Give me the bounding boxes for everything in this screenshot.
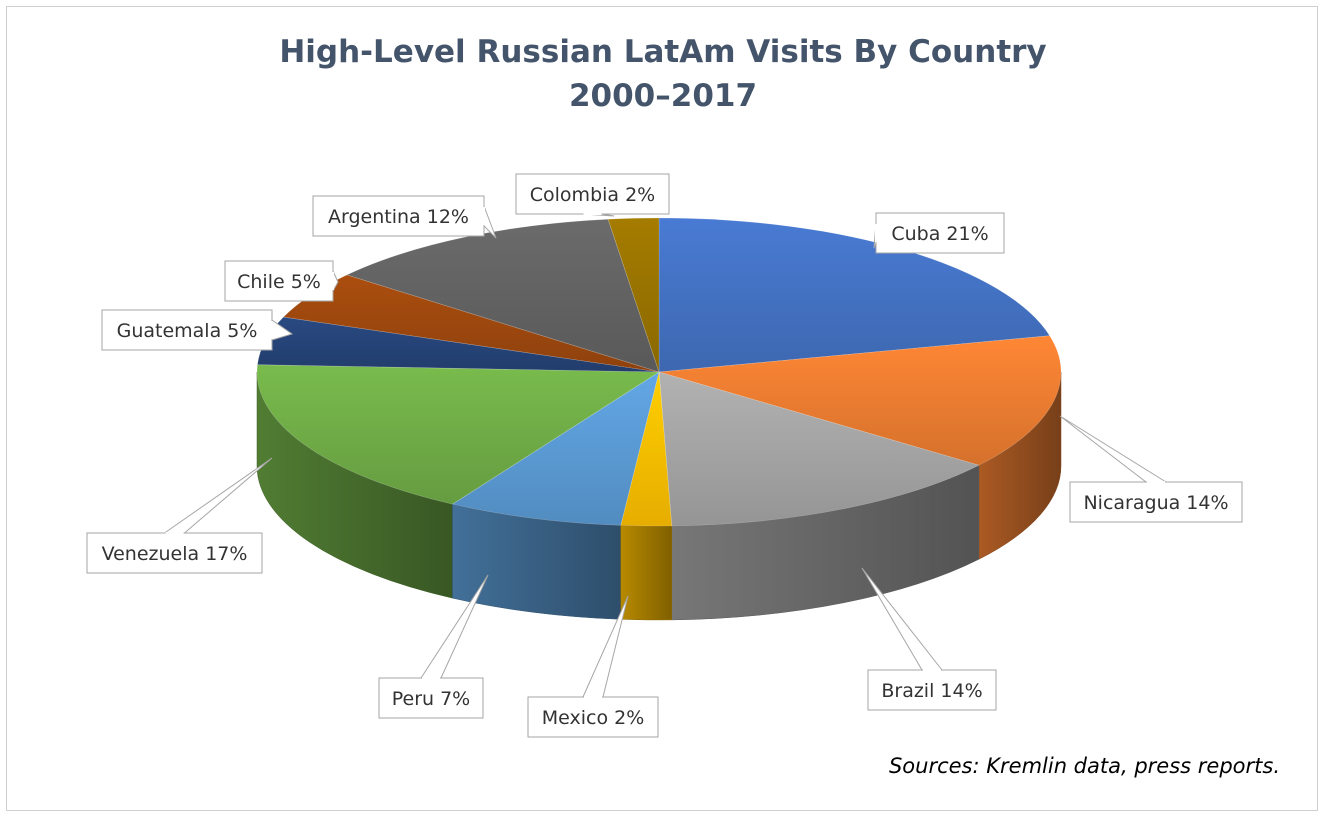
data-label-box [1069, 481, 1243, 523]
data-label-box [875, 212, 1005, 254]
data-label-guatemala: Guatemala 5% [117, 320, 258, 342]
data-label-chile: Chile 5% [237, 271, 321, 293]
pie-slice-mexico [620, 371, 673, 527]
data-label-mexico: Mexico 2% [542, 707, 645, 729]
data-label-box [86, 532, 263, 574]
callout-pointer [271, 319, 294, 341]
pie-slice-nicaragua [658, 335, 1062, 466]
pie-slice-venezuela [256, 364, 660, 505]
callout-pointer [420, 574, 489, 679]
data-label-box [527, 696, 659, 738]
data-label-cuba: Cuba 21% [891, 223, 988, 245]
data-label-box [867, 669, 997, 711]
callout-pointer [332, 270, 339, 292]
data-label-box [224, 260, 334, 302]
chart-subtitle: 2000–2017 [568, 78, 758, 114]
data-label-box [312, 195, 485, 237]
pie-labels: Cuba 21% Nicaragua 14% Brazil 14% Mexico 2%… [86, 173, 1243, 738]
data-label-box [101, 309, 273, 351]
callout-pointer [164, 457, 273, 534]
source-note: Sources: Kremlin data, press reports. [888, 754, 1280, 778]
chart-title: High-Level Russian LatAm Visits By Count… [279, 34, 1047, 70]
pie-slice-colombia [607, 217, 660, 373]
pie-slice-peru [451, 371, 660, 526]
pie-sides [256, 371, 1062, 621]
data-label-argentina: Argentina 12% [328, 206, 469, 228]
chart-title-block: High-Level Russian LatAm Visits By Count… [0, 30, 1326, 118]
data-label-colombia: Colombia 2% [530, 184, 655, 206]
pie-slice-brazil [658, 371, 980, 527]
pie-slice-argentina [346, 218, 660, 373]
data-label-nicaragua: Nicaragua 14% [1083, 492, 1228, 514]
data-label-brazil: Brazil 14% [881, 680, 982, 702]
data-label-box [378, 677, 484, 719]
callout-pointer [861, 567, 943, 671]
pie-tops [256, 217, 1062, 527]
pie-side-mexico [620, 525, 673, 621]
callout-pointer [1059, 415, 1167, 483]
data-label-venezuela: Venezuela 17% [102, 543, 248, 565]
callout-pointer [582, 595, 629, 698]
callout-pointer [483, 205, 497, 239]
data-label-peru: Peru 7% [392, 688, 471, 710]
